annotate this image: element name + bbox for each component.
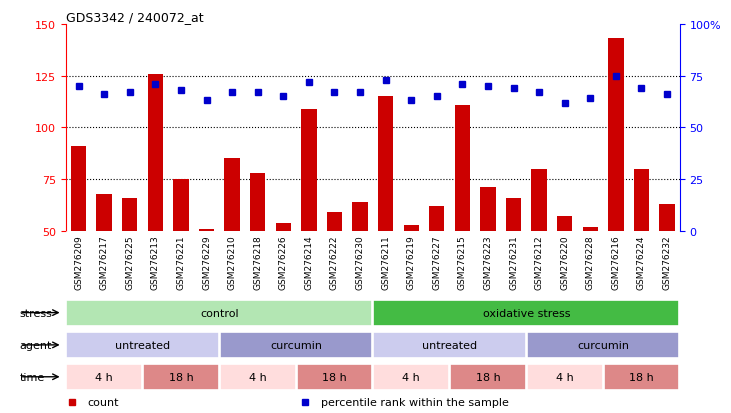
Text: agent: agent: [20, 340, 52, 350]
Text: GSM276230: GSM276230: [355, 235, 365, 289]
Text: 4 h: 4 h: [556, 372, 574, 382]
Text: GSM276213: GSM276213: [151, 235, 160, 289]
Bar: [634, 169, 649, 231]
Bar: [220, 364, 295, 390]
Bar: [450, 364, 526, 390]
Bar: [374, 332, 526, 358]
Text: GSM276225: GSM276225: [125, 235, 135, 289]
Text: GSM276224: GSM276224: [637, 235, 646, 289]
Bar: [352, 202, 368, 231]
Text: GSM276215: GSM276215: [458, 235, 467, 289]
Text: curcumin: curcumin: [577, 340, 629, 350]
Text: control: control: [200, 308, 238, 318]
Text: GSM276211: GSM276211: [381, 235, 390, 289]
Bar: [506, 198, 521, 231]
Text: GSM276212: GSM276212: [534, 235, 544, 289]
Bar: [455, 105, 470, 231]
Bar: [429, 206, 444, 231]
Text: GSM276227: GSM276227: [432, 235, 442, 289]
Text: 18 h: 18 h: [169, 372, 193, 382]
Text: 18 h: 18 h: [476, 372, 500, 382]
Bar: [604, 364, 679, 390]
Bar: [659, 204, 675, 231]
Bar: [378, 97, 393, 231]
Text: untreated: untreated: [422, 340, 477, 350]
Text: 4 h: 4 h: [402, 372, 420, 382]
Bar: [557, 217, 572, 231]
Text: 4 h: 4 h: [249, 372, 267, 382]
Bar: [250, 173, 265, 231]
Text: curcumin: curcumin: [270, 340, 322, 350]
Text: GSM276228: GSM276228: [586, 235, 595, 289]
Bar: [297, 364, 372, 390]
Text: GSM276214: GSM276214: [304, 235, 314, 289]
Bar: [67, 332, 219, 358]
Text: GSM276223: GSM276223: [483, 235, 493, 289]
Text: 18 h: 18 h: [629, 372, 654, 382]
Bar: [583, 227, 598, 231]
Bar: [276, 223, 291, 231]
Bar: [67, 364, 142, 390]
Text: count: count: [87, 396, 118, 407]
Text: GSM276219: GSM276219: [406, 235, 416, 289]
Bar: [301, 109, 317, 231]
Text: GSM276226: GSM276226: [279, 235, 288, 289]
Text: GSM276216: GSM276216: [611, 235, 621, 289]
Bar: [374, 300, 679, 326]
Text: GSM276232: GSM276232: [662, 235, 672, 289]
Text: GSM276210: GSM276210: [227, 235, 237, 289]
Bar: [199, 229, 214, 231]
Text: 4 h: 4 h: [95, 372, 113, 382]
Bar: [173, 180, 189, 231]
Text: GSM276218: GSM276218: [253, 235, 262, 289]
Bar: [96, 194, 112, 231]
Bar: [327, 213, 342, 231]
Text: GSM276231: GSM276231: [509, 235, 518, 289]
Text: 18 h: 18 h: [322, 372, 346, 382]
Bar: [143, 364, 219, 390]
Bar: [220, 332, 372, 358]
Bar: [404, 225, 419, 231]
Text: GSM276209: GSM276209: [74, 235, 83, 289]
Bar: [67, 300, 372, 326]
Text: GSM276222: GSM276222: [330, 235, 339, 289]
Bar: [71, 147, 86, 231]
Text: GSM276220: GSM276220: [560, 235, 569, 289]
Text: oxidative stress: oxidative stress: [482, 308, 570, 318]
Text: GDS3342 / 240072_at: GDS3342 / 240072_at: [66, 11, 203, 24]
Bar: [608, 39, 624, 231]
Text: GSM276229: GSM276229: [202, 235, 211, 289]
Bar: [480, 188, 496, 231]
Bar: [224, 159, 240, 231]
Text: GSM276217: GSM276217: [99, 235, 109, 289]
Text: percentile rank within the sample: percentile rank within the sample: [321, 396, 509, 407]
Text: GSM276221: GSM276221: [176, 235, 186, 289]
Bar: [531, 169, 547, 231]
Text: untreated: untreated: [115, 340, 170, 350]
Bar: [527, 332, 679, 358]
Bar: [527, 364, 602, 390]
Bar: [122, 198, 137, 231]
Text: stress: stress: [20, 308, 53, 318]
Text: time: time: [20, 372, 45, 382]
Bar: [148, 74, 163, 231]
Bar: [374, 364, 449, 390]
